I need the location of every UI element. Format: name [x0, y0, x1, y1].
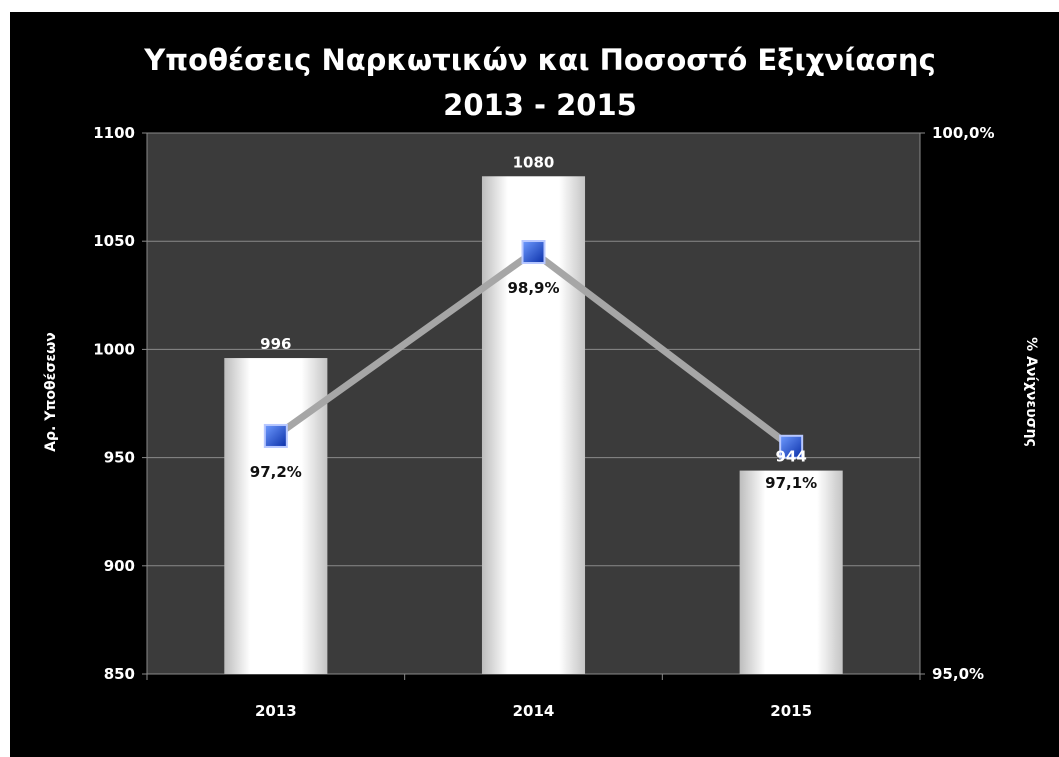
- chart-frame: Υποθέσεις Ναρκωτικών και Ποσοστό Εξιχνία…: [10, 12, 1059, 757]
- line-marker: [779, 434, 804, 459]
- y2-tick-label: 95,0%: [932, 665, 984, 683]
- bar-value-label: 996: [260, 335, 291, 353]
- chart: Υποθέσεις Ναρκωτικών και Ποσοστό Εξιχνία…: [43, 43, 1039, 720]
- y-tick-label: 850: [104, 665, 135, 683]
- bar: [224, 358, 328, 674]
- line-marker: [263, 423, 288, 448]
- y-tick-label: 950: [104, 449, 135, 467]
- y-tick-label: 900: [104, 557, 135, 575]
- chart-title: Υποθέσεις Ναρκωτικών και Ποσοστό Εξιχνία…: [143, 43, 936, 77]
- line-series: [263, 240, 804, 459]
- percentage-label: 97,2%: [250, 463, 302, 481]
- x-tick-label: 2014: [513, 702, 555, 720]
- x-tick-label: 2015: [770, 702, 812, 720]
- chart-subtitle: 2013 - 2015: [443, 88, 637, 122]
- bar-value-label: 1080: [513, 153, 555, 171]
- y-axis-title: Αρ. Υποθέσεων: [43, 332, 59, 452]
- bar-value-label: 944: [776, 448, 807, 466]
- line-marker: [521, 240, 546, 265]
- labels: 996 1080 944 97,2% 98,9% 97,1%: [250, 153, 817, 492]
- y-tick-label: 1050: [93, 232, 135, 250]
- y2-axis-title: % Ανίχνευσης: [1023, 337, 1039, 447]
- bar: [739, 470, 843, 674]
- percentage-label: 97,1%: [765, 474, 817, 492]
- percentage-label: 98,9%: [507, 279, 559, 297]
- y-tick-label: 1100: [93, 124, 135, 142]
- y-tick-label: 1000: [93, 340, 135, 358]
- x-tick-label: 2013: [255, 702, 297, 720]
- y2-tick-label: 100,0%: [932, 124, 994, 142]
